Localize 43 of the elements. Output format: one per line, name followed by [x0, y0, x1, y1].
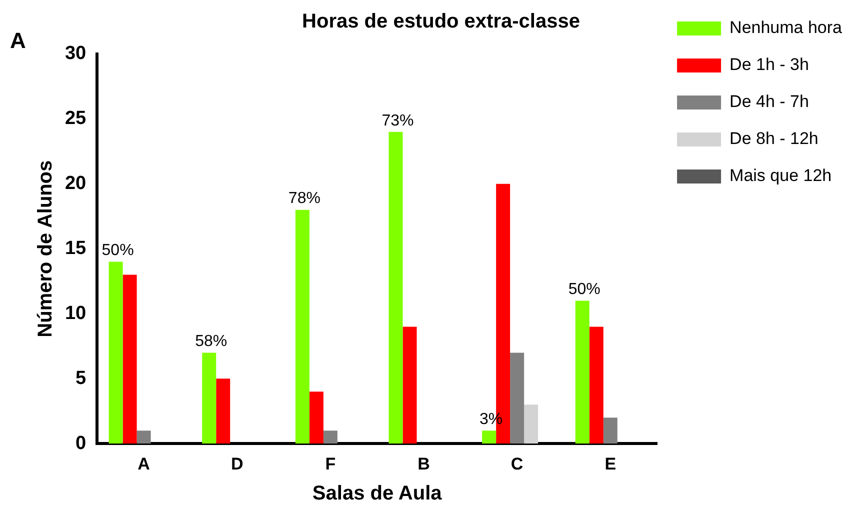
y-tick-label: 30 [64, 43, 86, 64]
legend-label: De 8h - 12h [730, 129, 818, 148]
annotation: 58% [195, 333, 228, 350]
x-tick-label: F [325, 454, 336, 474]
bar [122, 274, 137, 444]
bar [323, 430, 338, 444]
bar [108, 262, 123, 444]
bar [510, 352, 524, 444]
text: A [10, 28, 26, 54]
bar [309, 392, 324, 444]
y-tick-label: 10 [64, 302, 86, 324]
bar [216, 378, 230, 444]
y-tick-label: 25 [64, 108, 87, 130]
bar [388, 132, 403, 444]
annotation: 50% [102, 242, 134, 260]
y-tick-label: 15 [64, 238, 87, 260]
bar [402, 326, 417, 444]
bar [295, 210, 310, 444]
x-tick-label: A [138, 454, 150, 474]
x-tick-label: D [230, 454, 244, 474]
x-tick-label: E [604, 454, 616, 474]
x-tick-label: C [510, 454, 524, 474]
bar [603, 418, 618, 444]
bar [575, 300, 590, 444]
bar [202, 352, 216, 444]
x-axis-title: Salas de Aula [312, 482, 443, 505]
bar [589, 326, 604, 444]
y-tick-label: 0 [76, 432, 86, 454]
annotation: 50% [568, 281, 600, 298]
bar [524, 404, 538, 444]
y-tick-label: 20 [64, 173, 86, 194]
bar [136, 430, 151, 444]
legend-label: Nenhuma hora [730, 18, 843, 38]
legend-label: Mais que 12h [730, 166, 832, 186]
y-axis-title: Número de Alunos [34, 160, 57, 338]
legend-label: De 4h - 7h [730, 92, 809, 112]
x-tick-label: B [418, 454, 430, 474]
annotation: 78% [288, 190, 320, 208]
legend-label: De 1h - 3h [730, 55, 809, 74]
y-tick-label: 5 [76, 368, 87, 389]
annotation: 73% [382, 112, 414, 130]
chart-title: Horas de estudo extra-classe [302, 10, 580, 33]
bar [482, 430, 496, 444]
